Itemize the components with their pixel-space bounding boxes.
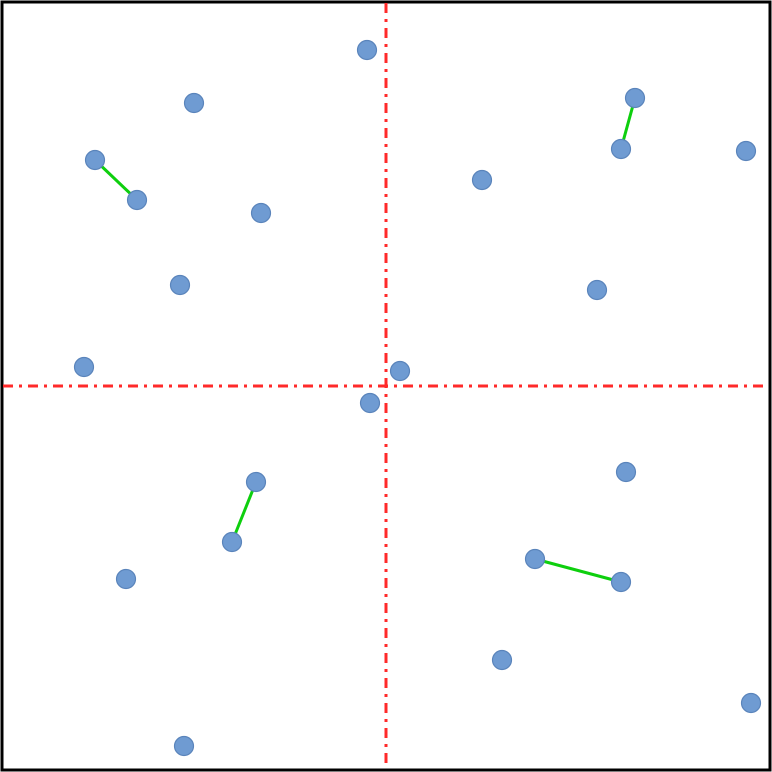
- point-p22: [491, 649, 513, 671]
- point-p3: [126, 189, 148, 211]
- point-p11: [735, 140, 757, 162]
- point-p1: [356, 39, 378, 61]
- point-p13: [586, 279, 608, 301]
- point-p7: [73, 356, 95, 378]
- point-p2: [84, 149, 106, 171]
- closest-pair-line-bottom-left: [230, 481, 258, 543]
- point-p23: [740, 692, 762, 714]
- point-p15: [245, 471, 267, 493]
- point-p14: [359, 392, 381, 414]
- point-p4: [183, 92, 205, 114]
- point-p10: [610, 138, 632, 160]
- point-p5: [250, 202, 272, 224]
- closest-pair-line-bottom-right: [534, 557, 622, 584]
- points-layer: [73, 39, 762, 757]
- point-p8: [389, 360, 411, 382]
- point-p12: [471, 169, 493, 191]
- point-p19: [615, 461, 637, 483]
- point-p16: [221, 531, 243, 553]
- point-p6: [169, 274, 191, 296]
- point-p9: [624, 87, 646, 109]
- point-p20: [524, 548, 546, 570]
- point-p18: [173, 735, 195, 757]
- point-p17: [115, 568, 137, 590]
- point-p21: [610, 571, 632, 593]
